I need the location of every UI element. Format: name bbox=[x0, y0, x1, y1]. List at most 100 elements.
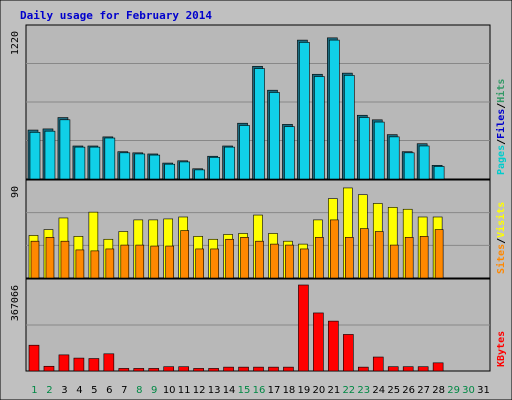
day-label: 20 bbox=[313, 385, 326, 396]
bar-sites bbox=[434, 229, 444, 279]
bar-sites bbox=[120, 244, 130, 279]
day-label: 22 bbox=[342, 385, 355, 396]
bar-kbytes bbox=[432, 362, 444, 372]
bar-files bbox=[358, 117, 370, 180]
bar-sites bbox=[345, 237, 354, 279]
day-label: 3 bbox=[61, 385, 67, 396]
bar-files bbox=[59, 119, 71, 180]
bar-files bbox=[89, 146, 101, 180]
panel-legend: Sites/Visits bbox=[495, 202, 507, 274]
bar-files bbox=[239, 125, 250, 180]
legend-entry: Hits bbox=[495, 79, 507, 103]
bar-kbytes bbox=[208, 368, 219, 372]
day-label: 29 bbox=[447, 385, 460, 396]
bar-sites bbox=[404, 237, 414, 279]
bar-files bbox=[299, 42, 310, 180]
panel-max-label: 90 bbox=[10, 186, 21, 198]
legend-entry: / bbox=[496, 103, 507, 109]
bar-sites bbox=[165, 245, 175, 279]
day-label: 12 bbox=[193, 385, 206, 396]
bar-kbytes bbox=[178, 366, 189, 372]
day-label: 16 bbox=[253, 385, 266, 396]
bar-sites bbox=[105, 248, 115, 279]
bar-files bbox=[329, 39, 340, 180]
bar-files bbox=[344, 75, 355, 180]
bar-files bbox=[388, 136, 400, 180]
day-label: 18 bbox=[283, 385, 296, 396]
day-label: 11 bbox=[178, 385, 191, 396]
bar-kbytes bbox=[28, 344, 40, 372]
bar-kbytes bbox=[193, 368, 204, 372]
bar-kbytes bbox=[357, 366, 369, 372]
bar-kbytes bbox=[118, 368, 130, 372]
bar-kbytes bbox=[268, 366, 279, 372]
legend-entry: Visits bbox=[495, 202, 507, 238]
bar-files bbox=[433, 166, 445, 180]
panel-legend: KBytes bbox=[496, 331, 507, 367]
day-label: 7 bbox=[121, 385, 127, 396]
bar-files bbox=[104, 137, 116, 180]
bar-files bbox=[119, 152, 131, 180]
bar-files bbox=[209, 157, 220, 180]
bar-kbytes bbox=[58, 354, 70, 372]
bar-kbytes bbox=[372, 356, 384, 372]
day-label: 25 bbox=[387, 385, 400, 396]
panel-legend: Pages/Files/Hits bbox=[495, 79, 507, 175]
day-label: 1 bbox=[31, 385, 37, 396]
bar-kbytes bbox=[328, 320, 339, 372]
bar-kbytes bbox=[283, 366, 294, 372]
bar-kbytes bbox=[73, 357, 85, 372]
legend-entry: Pages bbox=[496, 145, 507, 175]
bar-sites bbox=[210, 248, 219, 279]
bar-sites bbox=[180, 230, 189, 279]
bar-kbytes bbox=[387, 366, 399, 372]
day-label: 26 bbox=[402, 385, 415, 396]
bar-files bbox=[224, 146, 235, 180]
legend-entry: Files bbox=[495, 109, 507, 139]
bar-kbytes bbox=[417, 366, 429, 372]
bar-kbytes bbox=[133, 368, 145, 372]
day-label: 8 bbox=[136, 385, 142, 396]
bar-sites bbox=[60, 240, 70, 279]
bar-sites bbox=[374, 231, 384, 279]
day-label: 28 bbox=[432, 385, 445, 396]
bar-files bbox=[254, 68, 265, 180]
bar-files bbox=[44, 130, 56, 180]
bar-sites bbox=[255, 240, 264, 279]
bar-sites bbox=[150, 245, 160, 279]
bar-sites bbox=[225, 238, 234, 279]
bar-kbytes bbox=[223, 366, 234, 372]
bar-sites bbox=[300, 248, 309, 279]
bar-sites bbox=[45, 237, 55, 279]
bar-kbytes bbox=[163, 366, 175, 372]
chart-title: Daily usage for February 2014 bbox=[20, 9, 212, 22]
day-label: 21 bbox=[327, 385, 340, 396]
day-label: 23 bbox=[357, 385, 370, 396]
bar-sites bbox=[195, 248, 204, 279]
bar-kbytes bbox=[88, 358, 100, 372]
bar-sites bbox=[359, 228, 369, 279]
day-label: 17 bbox=[268, 385, 281, 396]
day-label: 9 bbox=[151, 385, 157, 396]
bar-sites bbox=[240, 237, 249, 279]
bar-kbytes bbox=[43, 365, 55, 372]
bar-files bbox=[149, 154, 161, 180]
day-label: 14 bbox=[223, 385, 236, 396]
bar-files bbox=[74, 146, 86, 180]
legend-entry: KBytes bbox=[496, 331, 507, 367]
bar-files bbox=[284, 126, 295, 180]
bar-kbytes bbox=[253, 366, 264, 372]
bar-files bbox=[403, 152, 415, 180]
bar-sites bbox=[270, 243, 279, 279]
bar-files bbox=[418, 145, 430, 180]
bar-sites bbox=[285, 244, 294, 279]
day-label: 15 bbox=[238, 385, 251, 396]
bar-files bbox=[164, 163, 176, 180]
day-label: 30 bbox=[462, 385, 475, 396]
legend-entry: Sites bbox=[495, 244, 507, 274]
day-label: 24 bbox=[372, 385, 385, 396]
day-label: 19 bbox=[298, 385, 311, 396]
panel-max-label: 1220 bbox=[10, 31, 21, 55]
bar-files bbox=[29, 132, 41, 180]
day-label: 13 bbox=[208, 385, 221, 396]
